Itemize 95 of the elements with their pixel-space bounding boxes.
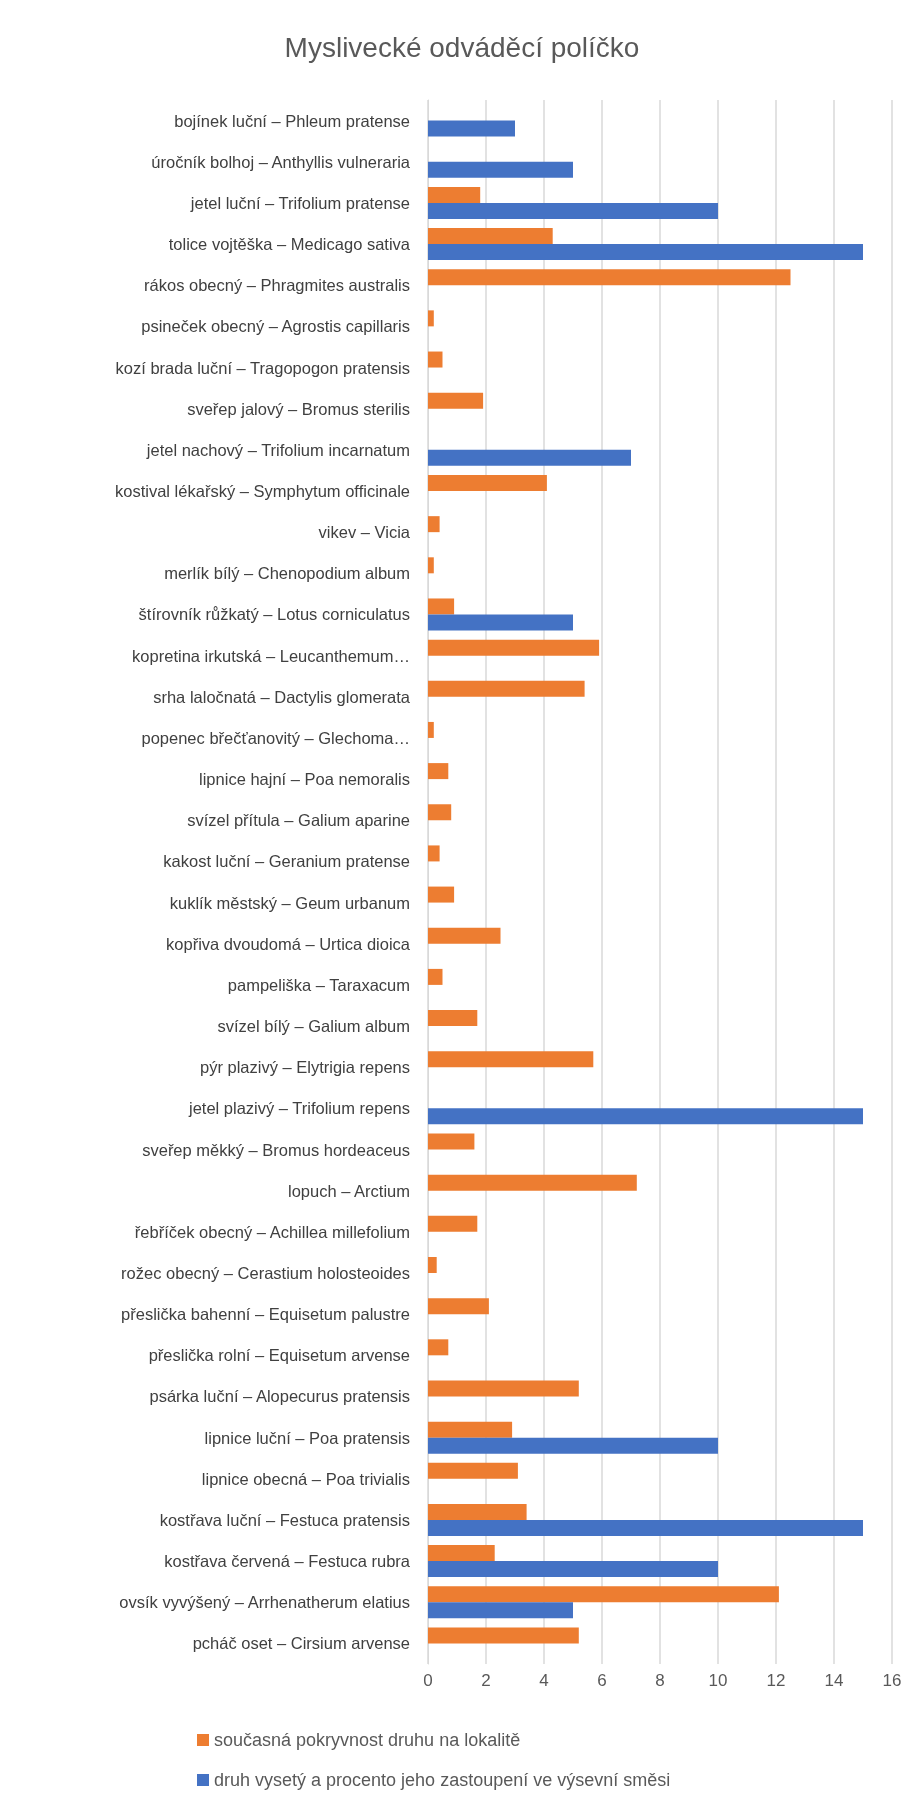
bar xyxy=(428,186,481,203)
bar xyxy=(428,269,791,286)
bar xyxy=(428,1108,863,1125)
x-tick-label: 12 xyxy=(766,1671,786,1690)
bar xyxy=(428,1174,637,1191)
bar xyxy=(428,120,515,137)
x-tick-label: 14 xyxy=(824,1671,844,1690)
bar xyxy=(428,1215,478,1232)
y-tick-label: psineček obecný – Agrostis capillaris xyxy=(141,317,410,336)
bar xyxy=(428,1545,495,1562)
bar xyxy=(428,449,631,466)
y-tick-label: řebříček obecný – Achillea millefolium xyxy=(134,1222,410,1241)
bar xyxy=(428,614,573,631)
bar xyxy=(428,1462,518,1479)
y-tick-label: pcháč oset – Cirsium arvense xyxy=(192,1634,410,1653)
legend-label: současná pokryvnost druhu na lokalitě xyxy=(214,1730,521,1750)
bar xyxy=(428,1339,449,1356)
legend-label: druh vysetý a procento jeho zastoupení ve výsevní směsi xyxy=(214,1770,671,1790)
y-tick-label: sveřep jalový – Bromus sterilis xyxy=(187,399,410,418)
bar xyxy=(428,1602,573,1619)
y-tick-label: kozí brada luční – Tragopogon pratensis xyxy=(115,358,410,377)
y-tick-label: pampeliška – Taraxacum xyxy=(227,975,410,994)
bar xyxy=(428,228,553,245)
y-tick-label: tolice vojtěška – Medicago sativa xyxy=(168,235,411,254)
y-tick-label: kostřava červená – Festuca rubra xyxy=(164,1552,411,1571)
bar xyxy=(428,1437,718,1454)
y-tick-label: úročník bolhoj – Anthyllis vulneraria xyxy=(151,152,411,171)
chart-title: Myslivecké odváděcí políčko xyxy=(284,31,640,63)
y-tick-label: bojínek luční – Phleum pratense xyxy=(174,111,410,130)
bar xyxy=(428,927,501,944)
y-tick-label: merlík bílý – Chenopodium album xyxy=(164,564,410,583)
x-tick-label: 4 xyxy=(539,1671,549,1690)
bar xyxy=(428,721,434,738)
x-tick-label: 0 xyxy=(423,1671,433,1690)
y-tick-label: lipnice hajní – Poa nemoralis xyxy=(199,770,410,789)
y-tick-label: vikev – Vicia xyxy=(318,523,411,542)
bar xyxy=(428,244,863,261)
bar xyxy=(428,1133,475,1150)
bar xyxy=(428,680,585,697)
bar xyxy=(428,202,718,219)
y-tick-label: přeslička rolní – Equisetum arvense xyxy=(148,1346,410,1365)
y-tick-label: rákos obecný – Phragmites australis xyxy=(144,276,410,295)
y-tick-label: ovsík vyvýšený – Arrhenatherum elatius xyxy=(119,1593,410,1612)
bar xyxy=(428,598,455,615)
y-tick-label: svízel přítula – Galium aparine xyxy=(187,811,410,830)
y-tick-label: kakost luční – Geranium pratense xyxy=(163,852,410,871)
bar xyxy=(428,886,455,903)
bar xyxy=(428,968,443,985)
bar xyxy=(428,475,547,491)
y-tick-label: pýr plazivý – Elytrigia repens xyxy=(199,1058,410,1077)
bar xyxy=(428,845,440,862)
bar xyxy=(428,557,434,574)
bar xyxy=(428,1519,863,1536)
y-tick-label: kuklík městský – Geum urbanum xyxy=(169,893,410,912)
bar xyxy=(428,161,573,178)
bar xyxy=(428,1561,718,1578)
x-tick-label: 16 xyxy=(882,1671,902,1690)
y-tick-label: jetel plazivý – Trifolium repens xyxy=(187,1099,410,1118)
y-tick-label: jetel luční – Trifolium pratense xyxy=(189,193,410,212)
bar xyxy=(428,1586,779,1603)
bar xyxy=(428,1051,594,1068)
y-tick-label: lipnice luční – Poa pratensis xyxy=(204,1428,410,1447)
y-tick-label: lopuch – Arctium xyxy=(288,1181,410,1200)
y-tick-label: srha laločnatá – Dactylis glomerata xyxy=(153,687,411,706)
y-tick-label: svízel bílý – Galium album xyxy=(217,1017,410,1036)
y-tick-label: kopřiva dvoudomá – Urtica dioica xyxy=(166,934,411,953)
bar xyxy=(428,1503,527,1520)
x-tick-label: 8 xyxy=(655,1671,665,1690)
y-tick-label: rožec obecný – Cerastium holosteoides xyxy=(121,1264,410,1282)
y-tick-label: přeslička bahenní – Equisetum palustre xyxy=(121,1305,410,1324)
y-tick-label: kostřava luční – Festuca pratensis xyxy=(159,1510,410,1529)
y-tick-label: psárka luční – Alopecurus pratensis xyxy=(149,1387,410,1406)
x-tick-label: 2 xyxy=(481,1671,491,1690)
y-tick-label: popenec břečťanovitý – Glechoma… xyxy=(141,728,410,747)
bar xyxy=(428,1421,513,1438)
bar xyxy=(428,516,440,533)
bar xyxy=(428,763,449,780)
bar xyxy=(428,1298,489,1315)
y-tick-label: kostival lékařský – Symphytum officinale xyxy=(115,482,410,500)
bar xyxy=(428,804,452,821)
y-tick-label: kopretina irkutská – Leucanthemum… xyxy=(132,646,410,665)
y-tick-label: lipnice obecná – Poa trivialis xyxy=(201,1469,410,1488)
bar xyxy=(428,310,434,327)
x-tick-label: 6 xyxy=(597,1671,607,1690)
bar xyxy=(428,1627,579,1644)
x-tick-label: 10 xyxy=(708,1671,728,1690)
y-tick-label: jetel nachový – Trifolium incarnatum xyxy=(145,440,410,459)
bar xyxy=(428,639,600,656)
y-tick-label: sveřep měkký – Bromus hordeaceus xyxy=(142,1140,410,1159)
bar xyxy=(428,1257,437,1273)
bar xyxy=(428,351,443,368)
y-tick-label: štírovník růžkatý – Lotus corniculatus xyxy=(138,605,410,624)
bar xyxy=(428,1010,478,1027)
bar xyxy=(428,392,484,409)
bar xyxy=(428,1380,579,1397)
